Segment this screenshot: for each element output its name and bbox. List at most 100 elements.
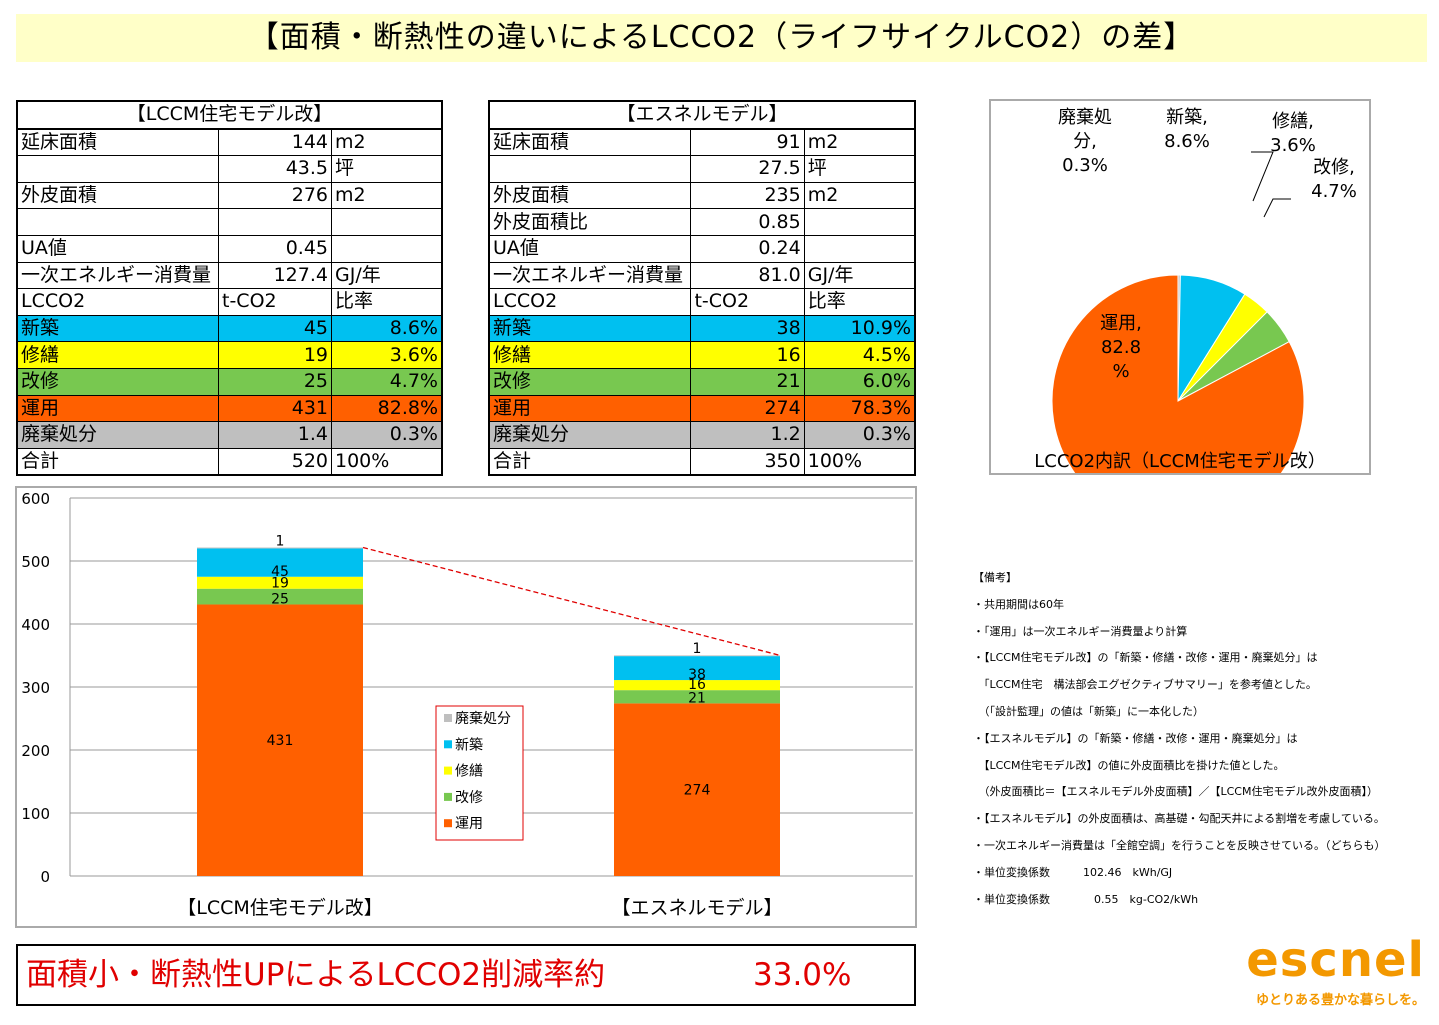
row-value: 431 <box>218 394 332 423</box>
table-row: 一次エネルギー消費量 127.4 GJ/年 <box>16 261 443 290</box>
row-unit <box>331 208 443 236</box>
table-row: 43.5 坪 <box>16 155 443 183</box>
table-row: 改修 21 6.0% <box>488 367 916 396</box>
bar-data-label: 431 <box>267 733 294 749</box>
row-value: t-CO2 <box>218 288 332 316</box>
row-value: 38 <box>690 314 805 343</box>
bar-segment-運用 <box>614 703 780 876</box>
row-value: 520 <box>218 447 332 476</box>
legend-swatch <box>444 714 452 722</box>
row-unit <box>803 234 916 263</box>
leader-line <box>1263 198 1291 218</box>
bar-segment-廃棄処分 <box>614 655 780 657</box>
note-line: ・単位変換係数 0.55 kg-CO2/kWh <box>973 892 1199 906</box>
y-tick-label: 300 <box>21 679 50 697</box>
trend-connector <box>362 546 781 657</box>
row-unit: GJ/年 <box>803 261 916 290</box>
row-unit: GJ/年 <box>331 261 443 290</box>
reduction-label: 面積小・断熱性UPによるLCCO2削減率約 <box>26 957 606 993</box>
row-unit: 82.8% <box>331 394 443 423</box>
row-label: 外皮面積 <box>16 181 219 210</box>
row-value: 1.2 <box>690 421 805 449</box>
table-row: 一次エネルギー消費量 81.0 GJ/年 <box>488 261 916 290</box>
stacked-bar-chart-panel: 0 100 200 300 400 500 600 431 25 19 45 1 【LCCM住宅モデル改… <box>15 486 917 928</box>
row-label: LCCO2 <box>16 288 219 316</box>
row-value: 350 <box>690 447 805 476</box>
row-value: 27.5 <box>690 155 805 183</box>
legend-swatch <box>444 792 452 801</box>
row-unit: m2 <box>331 181 443 210</box>
row-label: 廃棄処分 <box>16 421 219 449</box>
row-label: LCCO2 <box>488 288 692 316</box>
row-value: 16 <box>690 341 805 369</box>
bar-data-label: 274 <box>684 783 711 799</box>
note-line: 「LCCM住宅 構法部会エグゼクティブサマリー」を参考値とした。 <box>973 678 1317 692</box>
table-row: 合計 520 100% <box>16 447 443 476</box>
bar-data-label: 45 <box>271 564 289 580</box>
table-row: 合計 350 100% <box>488 447 916 476</box>
row-value: 274 <box>690 394 805 423</box>
y-tick-label: 200 <box>21 742 50 760</box>
row-unit: 6.0% <box>803 367 916 396</box>
pie-data-label: 改修, 4.7% <box>1311 157 1357 202</box>
bar-data-label: 1 <box>276 533 285 549</box>
bar-data-label: 21 <box>688 690 706 706</box>
table-row: LCCO2 t-CO2 比率 <box>488 288 916 316</box>
row-value: 0.85 <box>690 208 805 236</box>
row-label: 一次エネルギー消費量 <box>488 261 692 290</box>
x-category-label: 【エスネルモデル】 <box>611 897 782 919</box>
pie-chart: 廃棄処分, 0.3% 新築, 8.6% 修繕, 3.6%改修, 4.7% 運用, 82.8 % LC… <box>1034 107 1357 528</box>
row-label: 一次エネルギー消費量 <box>16 261 219 290</box>
legend-swatch <box>444 819 452 828</box>
row-value: 25 <box>218 367 332 396</box>
x-category-label: 【LCCM住宅モデル改】 <box>177 897 383 919</box>
legend-label: 廃棄処分 <box>455 710 511 727</box>
pie-data-label: 廃棄処分, 0.3% <box>1058 107 1112 176</box>
row-label: 延床面積 <box>16 128 219 157</box>
row-unit: m2 <box>803 128 916 157</box>
row-label: 延床面積 <box>488 128 692 157</box>
row-label: 新築 <box>16 314 219 343</box>
row-label: 修繕 <box>488 341 692 369</box>
row-unit <box>331 234 443 263</box>
pie-title: LCCO2内訳（LCCM住宅モデル改） <box>1034 451 1325 472</box>
row-value: 43.5 <box>218 155 332 183</box>
row-unit: 坪 <box>331 155 443 183</box>
y-tick-label: 100 <box>21 805 50 823</box>
row-value: 81.0 <box>690 261 805 290</box>
legend-label: 運用 <box>455 816 483 832</box>
y-tick-label: 500 <box>21 553 50 571</box>
legend-swatch <box>444 740 452 749</box>
row-unit: 比率 <box>331 288 443 316</box>
row-value <box>218 208 332 236</box>
pie-slice-4 <box>1051 274 1305 528</box>
row-label <box>16 155 219 183</box>
note-line: ・単位変換係数 102.46 kWh/GJ <box>973 865 1173 879</box>
y-tick-label: 400 <box>21 616 50 634</box>
bar-segment-廃棄処分 <box>197 547 363 549</box>
pie-chart-panel: 廃棄処分, 0.3% 新築, 8.6% 修繕, 3.6% 改修, 4.7% 運用, 82.8% LC… <box>989 99 1371 528</box>
bar-segment-改修 <box>614 690 780 704</box>
note-line: ・【エスネルモデル】の「新築・修繕・改修・運用・廃棄処分」は <box>973 731 1298 745</box>
bar-data-label: 16 <box>688 677 706 693</box>
bar-data-label: 25 <box>271 591 289 607</box>
row-value: 45 <box>218 314 332 343</box>
table-row: 運用 431 82.8% <box>16 394 443 423</box>
row-label: 合計 <box>488 447 692 476</box>
row-unit: 4.5% <box>803 341 916 369</box>
escnel-model-table: 【エスネルモデル】 延床面積 91 m2 27.5 坪外皮面積 235 m2 外皮面積比 0.85… <box>488 100 916 477</box>
row-label: UA値 <box>488 234 692 263</box>
pie-data-label: 新築, 8.6% <box>1164 107 1210 152</box>
row-label: 運用 <box>488 394 692 423</box>
logo-tagline: ゆとりある豊かな暮らしを。 <box>1255 993 1425 1008</box>
table-row: 修繕 16 4.5% <box>488 341 916 369</box>
row-label: 合計 <box>16 447 219 476</box>
bar-segment-新築 <box>614 656 780 681</box>
legend-label: 新築 <box>455 737 483 753</box>
row-unit: m2 <box>803 181 916 210</box>
row-value: 276 <box>218 181 332 210</box>
table-row: UA値 0.24 <box>488 234 916 263</box>
row-label: 新築 <box>488 314 692 343</box>
